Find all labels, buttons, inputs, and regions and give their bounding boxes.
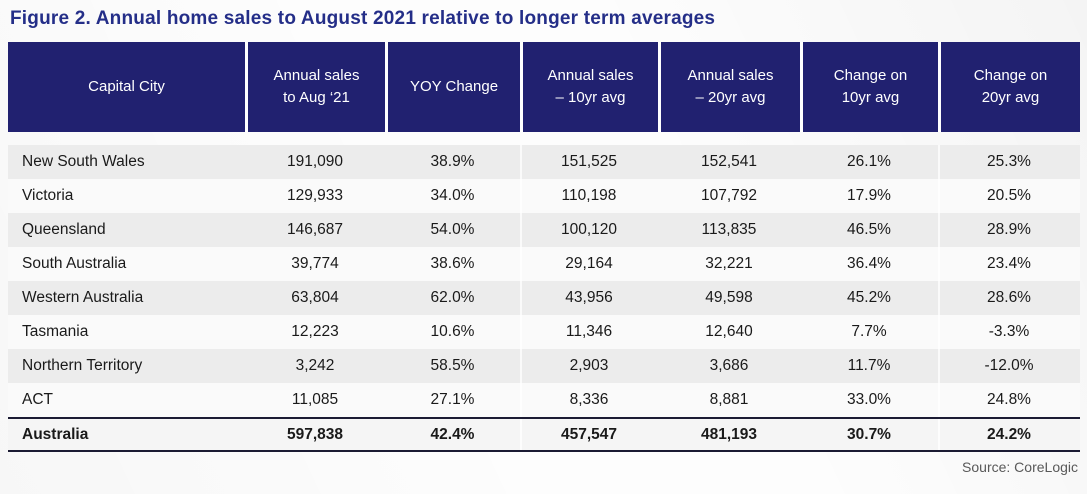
- value-cell: 24.8%: [938, 383, 1080, 417]
- column-header: Change on 10yr avg: [800, 42, 938, 132]
- value-cell: 63,804: [291, 289, 339, 306]
- value-cell: 23.4%: [938, 247, 1080, 281]
- value-cell: 36.4%: [847, 255, 891, 272]
- value-cell: -12.0%: [938, 349, 1080, 383]
- value-cell: 151,525: [520, 145, 658, 179]
- capital-city-cell: Australia: [22, 425, 89, 443]
- value-cell: 27.1%: [430, 391, 475, 408]
- value-cell: -3.3%: [938, 315, 1080, 349]
- value-cell: 12,640: [705, 323, 753, 340]
- table-row: South Australia 39,774 38.6% 29,164 32,221 36…: [8, 247, 1080, 281]
- value-cell: 100,120: [520, 213, 658, 247]
- capital-city-cell: ACT: [22, 391, 53, 408]
- value-cell: 20.5%: [938, 179, 1080, 213]
- value-cell: 481,193: [700, 425, 758, 443]
- capital-city-cell: Victoria: [22, 187, 74, 204]
- value-cell: 32,221: [705, 255, 753, 272]
- capital-city-cell: Queensland: [22, 221, 106, 238]
- table-row: Australia 597,838 42.4% 457,547 481,193 30.7%…: [8, 417, 1080, 452]
- table-row: Victoria 129,933 34.0% 110,198 107,792 17.9% 2…: [8, 179, 1080, 213]
- value-cell: 54.0%: [430, 221, 475, 238]
- figure-title: Figure 2. Annual home sales to August 20…: [10, 8, 716, 29]
- value-cell: 10.6%: [430, 323, 475, 340]
- value-cell: 24.2%: [938, 419, 1080, 450]
- capital-city-cell: New South Wales: [22, 153, 145, 170]
- table-body: New South Wales 191,090 38.9% 151,525 152,54…: [8, 145, 1080, 452]
- value-cell: 33.0%: [847, 391, 891, 408]
- value-cell: 8,881: [709, 391, 749, 408]
- column-header: Annual sales – 20yr avg: [658, 42, 800, 132]
- value-cell: 12,223: [291, 323, 339, 340]
- value-cell: 30.7%: [847, 425, 891, 443]
- value-cell: 11,346: [520, 315, 658, 349]
- value-cell: 113,835: [701, 221, 757, 238]
- value-cell: 191,090: [286, 153, 344, 170]
- value-cell: 11.7%: [847, 357, 891, 374]
- value-cell: 152,541: [700, 153, 758, 170]
- value-cell: 8,336: [520, 383, 658, 417]
- home-sales-table: Capital City Annual sales to Aug ‘21 YOY C…: [8, 42, 1080, 452]
- value-cell: 38.9%: [430, 153, 475, 170]
- value-cell: 597,838: [286, 425, 344, 443]
- value-cell: 146,687: [286, 221, 344, 238]
- column-header: YOY Change: [385, 42, 520, 132]
- column-header: Capital City: [8, 42, 245, 132]
- table-row: Western Australia 63,804 62.0% 43,956 49,598…: [8, 281, 1080, 315]
- table-header-row: Capital City Annual sales to Aug ‘21 YOY C…: [8, 42, 1080, 132]
- value-cell: 7.7%: [851, 323, 887, 340]
- value-cell: 34.0%: [430, 187, 475, 204]
- column-header: Annual sales to Aug ‘21: [245, 42, 385, 132]
- capital-city-cell: Northern Territory: [22, 357, 143, 374]
- table-row: Tasmania 12,223 10.6% 11,346 12,640 7.7% -3.3%: [8, 315, 1080, 349]
- value-cell: 107,792: [700, 187, 758, 204]
- table-row: New South Wales 191,090 38.9% 151,525 152,54…: [8, 145, 1080, 179]
- table-row: Northern Territory 3,242 58.5% 2,903 3,686 11…: [8, 349, 1080, 383]
- value-cell: 3,242: [295, 357, 335, 374]
- capital-city-cell: Western Australia: [22, 289, 144, 306]
- value-cell: 457,547: [520, 419, 658, 450]
- value-cell: 43,956: [520, 281, 658, 315]
- capital-city-cell: South Australia: [22, 255, 127, 272]
- column-header: Change on 20yr avg: [938, 42, 1080, 132]
- value-cell: 45.2%: [847, 289, 891, 306]
- value-cell: 29,164: [520, 247, 658, 281]
- source-caption: Source: CoreLogic: [962, 459, 1078, 475]
- value-cell: 25.3%: [938, 145, 1080, 179]
- value-cell: 11,085: [291, 391, 339, 408]
- value-cell: 129,933: [286, 187, 344, 204]
- column-header: Annual sales – 10yr avg: [520, 42, 658, 132]
- value-cell: 28.9%: [938, 213, 1080, 247]
- value-cell: 46.5%: [847, 221, 891, 238]
- value-cell: 42.4%: [430, 425, 475, 443]
- value-cell: 2,903: [520, 349, 658, 383]
- value-cell: 3,686: [709, 357, 749, 374]
- value-cell: 28.6%: [938, 281, 1080, 315]
- value-cell: 62.0%: [430, 289, 475, 306]
- value-cell: 17.9%: [847, 187, 891, 204]
- value-cell: 58.5%: [430, 357, 475, 374]
- value-cell: 110,198: [520, 179, 658, 213]
- value-cell: 38.6%: [430, 255, 475, 272]
- table-row: Queensland 146,687 54.0% 100,120 113,835 46.5…: [8, 213, 1080, 247]
- table-row: ACT 11,085 27.1% 8,336 8,881 33.0% 24.8%: [8, 383, 1080, 417]
- value-cell: 26.1%: [847, 153, 891, 170]
- capital-city-cell: Tasmania: [22, 323, 89, 340]
- value-cell: 49,598: [705, 289, 753, 306]
- value-cell: 39,774: [291, 255, 339, 272]
